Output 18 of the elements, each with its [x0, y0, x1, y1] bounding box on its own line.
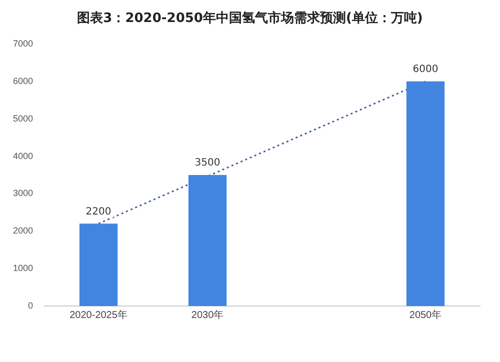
y-tick-label: 1000 [12, 263, 34, 274]
data-label: 3500 [194, 158, 220, 169]
y-tick-label: 7000 [12, 38, 34, 48]
y-tick-label: 6000 [12, 76, 34, 86]
y-tick-label: 0 [28, 300, 34, 310]
x-tick-label: 2050年 [409, 308, 442, 321]
data-label: 6000 [412, 64, 438, 76]
bar [188, 175, 227, 306]
y-tick-label: 2000 [12, 226, 34, 236]
data-label: 2200 [86, 206, 112, 218]
chart-title: 图表3：2020-2050年中国氢气市场需求预测(单位：万吨) [76, 10, 424, 28]
y-tick-label: 4000 [12, 150, 34, 161]
y-tick-label: 5000 [12, 113, 34, 124]
x-tick-label: 2020-2025年 [70, 308, 128, 321]
x-tick-label: 2030年 [191, 308, 224, 321]
bar [79, 224, 118, 306]
bar [406, 81, 445, 306]
y-tick-label: 3000 [12, 188, 34, 198]
